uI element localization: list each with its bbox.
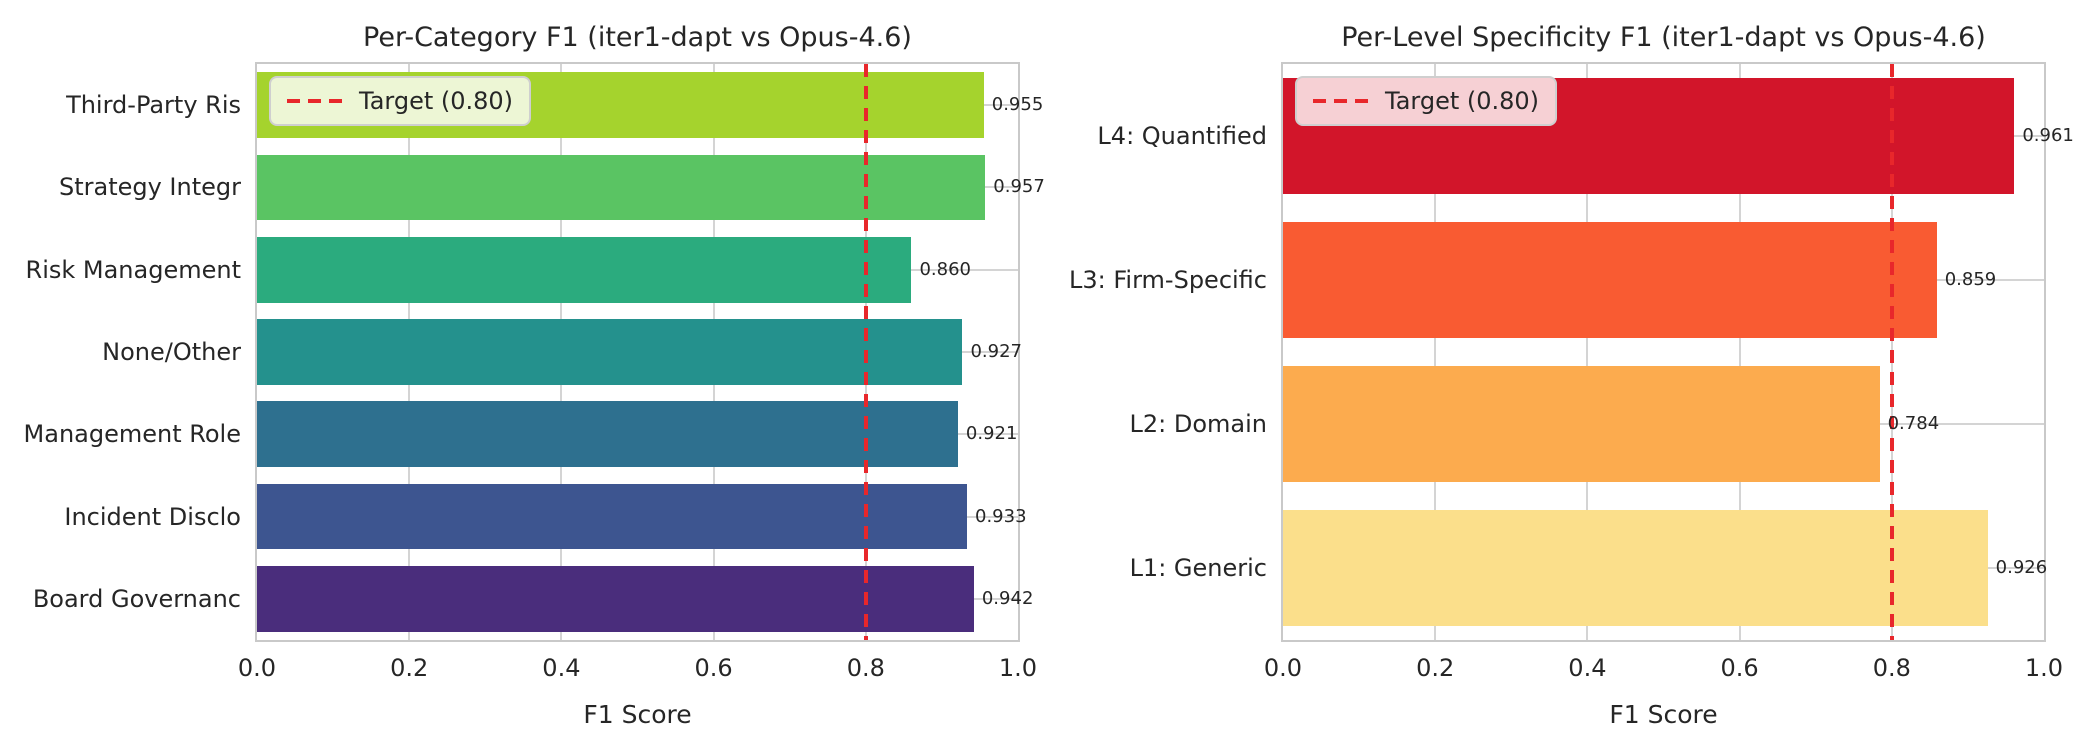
xtick-label-0-4: 0.4 <box>1568 654 1607 682</box>
gridline-vertical <box>1586 64 1589 640</box>
xtick-label-0-6: 0.6 <box>694 654 733 682</box>
bar-value-label: 0.927 <box>970 341 1022 362</box>
bar-l2-domain <box>1283 366 1880 482</box>
xtick-label-0-6: 0.6 <box>1720 654 1759 682</box>
chart-per-level-specificity-f1: Per-Level Specificity F1 (iter1-dapt vs … <box>1050 0 2100 750</box>
xtick-label-0-2: 0.2 <box>1416 654 1455 682</box>
bar-value-label: 0.961 <box>2022 125 2074 146</box>
ytick-label-l1-generic: L1: Generic <box>1129 554 1267 582</box>
ytick-label-l4-quantified: L4: Quantified <box>1097 122 1267 150</box>
bar-value-label: 0.942 <box>981 587 1034 609</box>
xtick-label-0-4: 0.4 <box>542 654 581 682</box>
bar-management-role <box>257 401 958 468</box>
gridline-vertical <box>1434 64 1437 640</box>
gridline-vertical <box>1738 64 1741 640</box>
bar-l1-generic <box>1283 510 1988 626</box>
target-dashed-line-swatch <box>1313 99 1369 103</box>
target-dashed-line-swatch <box>287 99 343 103</box>
legend: Target (0.80) <box>1295 76 1558 126</box>
bar-value-label: 0.957 <box>993 176 1045 198</box>
xtick-label-1-0: 1.0 <box>998 654 1038 682</box>
bar-value-label: 0.921 <box>965 423 1018 445</box>
ytick-label-strategy-integr: Strategy Integr <box>58 173 241 202</box>
xtick-label-0-8: 0.8 <box>846 654 885 682</box>
plot-area: 0.961 0.859 0.784 0.926 Target (0.80) <box>1281 62 2074 642</box>
bar-none-other <box>257 319 963 385</box>
bar-value-label: 0.784 <box>1887 413 1940 434</box>
chart-title: Per-Category F1 (iter1-dapt vs Opus-4.6) <box>363 22 912 53</box>
xtick-label-0-8: 0.8 <box>1872 654 1911 682</box>
bar-value-label: 0.933 <box>975 505 1027 527</box>
xtick-label-0-0: 0.0 <box>237 654 277 682</box>
xtick-label-0-2: 0.2 <box>390 654 429 682</box>
bar-board-governanc <box>257 565 974 632</box>
target-line <box>1889 64 1894 640</box>
ytick-label-l2-domain: L2: Domain <box>1129 410 1267 438</box>
x-axis-label: F1 Score <box>1609 700 1718 729</box>
bar-value-label: 0.926 <box>1995 557 2048 578</box>
ytick-label-incident-disclo: Incident Disclo <box>64 502 241 531</box>
ytick-label-none-other: None/Other <box>102 338 241 366</box>
legend: Target (0.80) <box>269 76 532 126</box>
xtick-label-1-0: 1.0 <box>2024 654 2064 682</box>
bar-incident-disclo <box>257 483 967 550</box>
bar-value-label: 0.955 <box>991 94 1044 116</box>
ytick-label-third-party-ris: Third-Party Ris <box>66 91 241 120</box>
plot-area: 0.955 0.957 0.860 0.927 0.921 0.933 0.942 Targ… <box>255 62 1045 642</box>
legend-label: Target (0.80) <box>1385 87 1540 115</box>
xtick-label-0-0: 0.0 <box>1263 654 1303 682</box>
bar-value-label: 0.859 <box>1944 269 1997 290</box>
bar-value-label: 0.860 <box>919 258 971 280</box>
target-line <box>863 64 868 640</box>
ytick-label-risk-management: Risk Management <box>25 255 241 284</box>
ytick-label-l3-firm-specific: L3: Firm-Specific <box>1069 266 1267 294</box>
ytick-label-management-role: Management Role <box>23 420 241 449</box>
legend-label: Target (0.80) <box>359 87 514 115</box>
ytick-label-board-governanc: Board Governanc <box>32 584 241 613</box>
chart-per-category-f1: Per-Category F1 (iter1-dapt vs Opus-4.6)… <box>23 22 1045 729</box>
x-axis-label: F1 Score <box>583 700 692 729</box>
chart-title: Per-Level Specificity F1 (iter1-dapt vs … <box>1341 22 1986 53</box>
bar-strategy-integr <box>257 154 986 221</box>
bar-l3-firm-specific <box>1283 222 1937 338</box>
bar-risk-management <box>257 236 912 303</box>
